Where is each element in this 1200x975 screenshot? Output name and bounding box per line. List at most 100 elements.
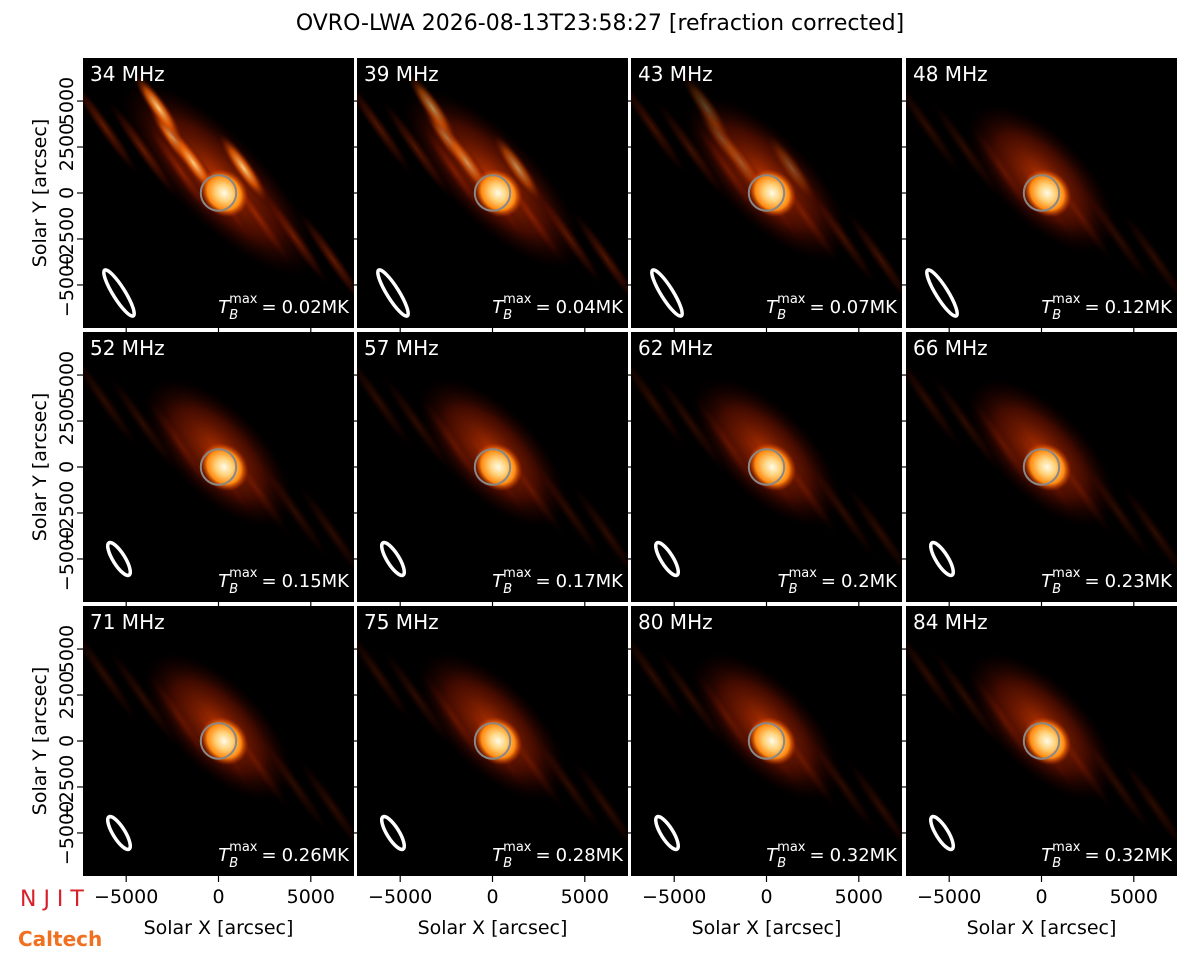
beam: [653, 814, 681, 852]
frequency-label: 39 MHz: [364, 62, 439, 86]
tb-symbol: T: [218, 571, 231, 592]
sidelobe: [655, 373, 726, 473]
source-core: [474, 716, 523, 766]
x-tick-label: −5000: [917, 886, 981, 908]
y-tick-label: 5000: [56, 625, 78, 673]
tb-value: 0.12: [1105, 297, 1145, 318]
sidelobe: [1120, 483, 1177, 583]
x-tick-label: −5000: [642, 886, 706, 908]
sidelobe: [381, 373, 452, 473]
x-tick-label: 5000: [287, 886, 335, 908]
tb-sub: B: [1052, 856, 1061, 871]
tb-sub: B: [229, 308, 238, 323]
tb-symbol: T: [1041, 845, 1054, 866]
frequency-label: 66 MHz: [913, 336, 988, 360]
x-tick-label: 0: [212, 886, 224, 908]
tb-max-label: TBmax = 0.12MK: [1041, 292, 1173, 323]
y-tick-label: −2500: [56, 755, 78, 819]
tb-max-label: TBmax = 0.23MK: [1041, 566, 1173, 597]
tb-sup: max: [1052, 566, 1081, 581]
beam: [376, 268, 410, 318]
beam: [928, 540, 956, 578]
sidelobe: [297, 209, 354, 309]
beam: [925, 268, 959, 318]
x-tick-label: 0: [1035, 886, 1047, 908]
source-core: [200, 168, 249, 218]
tb-unit: MK: [596, 845, 625, 866]
sidelobe: [533, 187, 604, 287]
tb-value: 0.04: [556, 297, 596, 318]
sidelobe: [906, 77, 963, 177]
sidelobe: [259, 461, 330, 561]
y-tick-label: −2500: [56, 481, 78, 545]
sidelobe: [1082, 735, 1153, 835]
sidelobe: [693, 395, 764, 495]
panel: 75 MHz TBmax = 0.28MK −5000 0 5000 Solar X [arc…: [351, 606, 628, 939]
tb-eq: =: [261, 297, 276, 318]
sidelobe: [259, 187, 330, 287]
sidelobe: [631, 625, 688, 725]
radio-image: [357, 625, 628, 857]
sidelobe: [533, 735, 604, 835]
tb-sup: max: [503, 292, 532, 307]
solar-disk: [747, 448, 786, 486]
solar-disk: [747, 174, 786, 212]
sidelobe: [297, 483, 354, 583]
radio-image: [83, 73, 354, 318]
sidelobe: [259, 735, 330, 835]
tb-eq: =: [1084, 845, 1099, 866]
x-tick-label: 0: [486, 886, 498, 908]
sidelobe: [930, 99, 1001, 199]
panel: 62 MHz TBmax = 0.2MK: [625, 332, 902, 608]
tb-symbol: T: [778, 571, 791, 592]
sidelobe: [297, 757, 354, 857]
sidelobe: [1120, 209, 1177, 309]
y-tick-label: 5000: [56, 77, 78, 125]
sidelobe: [930, 373, 1001, 473]
panel: 43 MHz TBmax = 0.07MK: [625, 58, 902, 334]
y-tick-label: 0: [56, 461, 78, 473]
beam: [105, 814, 133, 852]
tb-sub: B: [1052, 308, 1061, 323]
tb-symbol: T: [1041, 297, 1054, 318]
tb-sub: B: [777, 856, 786, 871]
sidelobe: [906, 625, 963, 725]
tb-eq: =: [1084, 297, 1099, 318]
tb-sup: max: [777, 292, 806, 307]
x-tick-label: 5000: [835, 886, 883, 908]
radio-image: [357, 73, 628, 318]
tb-eq: =: [261, 845, 276, 866]
tb-eq: =: [809, 845, 824, 866]
x-axis-label: Solar X [arcsec]: [418, 917, 568, 939]
solar-disk: [747, 722, 786, 760]
tb-value: 0.07: [830, 297, 870, 318]
panel: 66 MHz TBmax = 0.23MK: [900, 332, 1177, 608]
y-tick-label: −5000: [56, 801, 78, 865]
sidelobe: [655, 99, 726, 199]
tb-max-label: TBmax = 0.04MK: [492, 292, 624, 323]
tb-value: 0.32: [830, 845, 870, 866]
frequency-label: 80 MHz: [638, 610, 713, 634]
solar-disk: [1022, 448, 1061, 486]
radio-image: [357, 351, 628, 583]
solar-disk: [473, 722, 512, 760]
solar-disk: [473, 448, 512, 486]
source-core: [1023, 442, 1072, 492]
beam: [928, 814, 956, 852]
tb-sup: max: [789, 566, 818, 581]
solar-disk: [1022, 174, 1061, 212]
sidelobe: [631, 351, 688, 451]
radio-image: [631, 73, 902, 318]
solar-disk: [199, 174, 238, 212]
sidelobe: [968, 669, 1039, 769]
tb-sup: max: [1052, 292, 1081, 307]
tb-symbol: T: [218, 297, 231, 318]
tb-unit: MK: [322, 297, 351, 318]
x-tick-label: −5000: [94, 886, 158, 908]
y-tick-label: 2500: [56, 397, 78, 445]
panel: 84 MHz TBmax = 0.32MK −5000 0 5000 Solar X [arc…: [900, 606, 1177, 939]
sidelobe: [845, 483, 902, 583]
sidelobe: [145, 669, 216, 769]
tb-sub: B: [229, 582, 238, 597]
